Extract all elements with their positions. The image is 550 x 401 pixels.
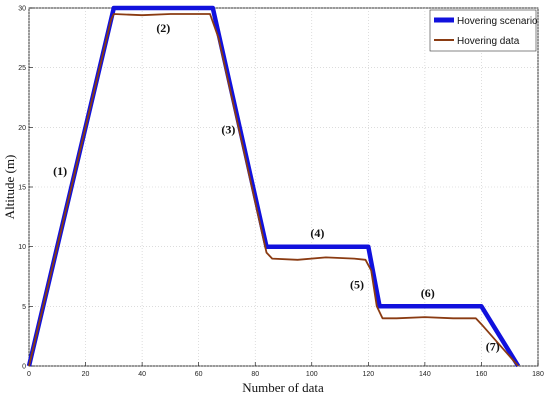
- legend-box: [429, 9, 537, 52]
- phase-label: (3): [221, 122, 235, 136]
- x-axis-label: Number of data: [242, 380, 324, 395]
- x-tick-label: 180: [532, 371, 544, 378]
- y-tick-label: 25: [18, 65, 26, 72]
- x-tick-label: 80: [251, 371, 259, 378]
- phase-label: (6): [421, 286, 435, 300]
- y-tick-label: 0: [22, 364, 26, 371]
- series-line-hovering-scenario: [26, 5, 521, 368]
- legend-label-hovering-scenario: Hovering scenario: [457, 16, 538, 27]
- phase-label: (2): [156, 21, 170, 35]
- y-tick-label: 5: [22, 304, 26, 311]
- legend-label-hovering-data: Hovering data: [457, 36, 520, 47]
- series-line-hovering-data: [28, 13, 519, 367]
- y-tick-label: 15: [18, 185, 26, 192]
- phase-annotations: (1) (2) (3) (4) (5) (6) (7): [53, 21, 500, 354]
- x-tick-label: 0: [27, 371, 31, 378]
- ticks: 0 20 40 60 80 100 120 140 160 180 0 5 10 15 20 25 30: [18, 6, 544, 379]
- y-axis-label: Altitude (m): [2, 155, 17, 220]
- phase-label: (4): [310, 226, 324, 240]
- legend: Hovering scenario Hovering data: [429, 9, 538, 52]
- phase-label: (7): [486, 339, 500, 353]
- x-tick-label: 100: [306, 371, 318, 378]
- series: [26, 5, 521, 368]
- y-tick-label: 10: [18, 244, 26, 251]
- x-tick-label: 160: [476, 371, 488, 378]
- x-tick-label: 120: [362, 371, 374, 378]
- phase-label: (5): [350, 277, 364, 291]
- x-tick-label: 140: [419, 371, 431, 378]
- x-tick-label: 60: [195, 371, 203, 378]
- x-tick-label: 20: [82, 371, 90, 378]
- phase-label: (1): [53, 164, 67, 178]
- y-tick-label: 20: [18, 125, 26, 132]
- x-tick-label: 40: [138, 371, 146, 378]
- y-tick-label: 30: [18, 6, 26, 13]
